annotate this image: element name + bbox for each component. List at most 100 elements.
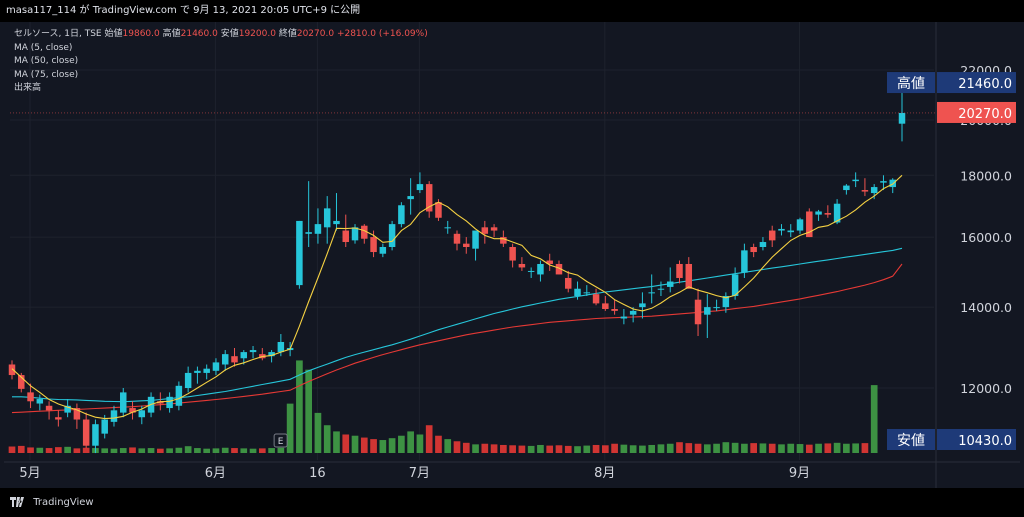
footer-brand[interactable]: TradingView [33, 497, 94, 508]
volume-bar [861, 443, 869, 453]
candle-body [138, 410, 146, 418]
candle [629, 307, 637, 323]
candle-body [240, 352, 248, 359]
time-axis: 5月 6月 16 7月 8月 9月 [4, 461, 1020, 481]
volume-bar [435, 435, 442, 453]
candle [129, 401, 136, 420]
tradingview-logo-icon[interactable] [10, 497, 26, 507]
volume-bar [45, 448, 53, 453]
candle-body [731, 274, 739, 297]
candle-body [370, 237, 377, 253]
candle [722, 292, 730, 313]
volume-bar [648, 444, 656, 453]
volume-bar [240, 448, 248, 453]
low-badge-label-bg [887, 429, 935, 450]
candle [666, 267, 674, 293]
candle [333, 193, 340, 231]
volume-bar [147, 448, 155, 453]
candlestick-chart[interactable]: 22000.018000.016000.014000.012000.020000… [4, 22, 1020, 488]
candle [268, 350, 275, 363]
candle [787, 224, 794, 238]
candle-body [129, 408, 136, 413]
candle-body [555, 263, 563, 275]
candle [314, 208, 322, 244]
volume-bar [101, 448, 109, 453]
volume-bar [750, 443, 758, 453]
candle-body [36, 399, 44, 404]
volume-bar [537, 444, 544, 453]
candle-body [759, 242, 767, 248]
candle [120, 388, 127, 418]
candle-body [407, 196, 414, 200]
candle-body [694, 299, 702, 325]
candle [546, 253, 553, 271]
candle [620, 309, 628, 325]
volume-bar [805, 444, 813, 453]
candle [212, 358, 220, 376]
volume-bar [175, 447, 183, 453]
time-tick-label: 9月 [789, 466, 810, 481]
candle-body [833, 203, 841, 223]
candle-body [92, 424, 99, 446]
candle-body [27, 392, 34, 402]
volume-bar [518, 445, 526, 453]
candle [639, 292, 646, 319]
candle-body [509, 247, 516, 261]
candle [45, 401, 53, 420]
candle [166, 392, 173, 413]
candle [351, 224, 359, 244]
volume-bar [500, 444, 507, 453]
grid [10, 22, 934, 460]
legend-indicator-volume[interactable]: 出来高 [14, 83, 42, 93]
volume-bar [564, 445, 572, 453]
candles [8, 83, 906, 454]
volume-bar [305, 369, 313, 453]
candle [36, 394, 44, 411]
legend-indicator-ma50[interactable]: MA (50, close) [14, 56, 79, 66]
earnings-marker-label: E [278, 437, 284, 447]
candle-body [648, 292, 655, 294]
publish-header: masa117_114 が TradingView.com で 9月 13, 2… [0, 0, 1024, 22]
candle [463, 237, 470, 254]
candle-body [416, 184, 424, 191]
candle-body [82, 419, 90, 446]
legend-indicator-ma5[interactable]: MA (5, close) [14, 42, 73, 53]
volume-bar [27, 447, 34, 453]
volume-bar [342, 434, 350, 453]
candle-body [64, 405, 71, 413]
high-badge-label: 高値 [897, 75, 925, 92]
volume-bar [416, 434, 424, 453]
candle-body [277, 341, 285, 353]
volume-bar [398, 435, 405, 453]
chart-area[interactable]: 22000.018000.016000.014000.012000.020000… [4, 22, 1020, 488]
candle [194, 366, 201, 384]
candle [694, 288, 702, 337]
close-badge-value: 20270.0 [958, 107, 1012, 122]
volume-bar [676, 442, 683, 453]
volume-bar [527, 445, 535, 453]
candle-body [639, 303, 646, 308]
candle-body [342, 230, 349, 243]
candle-body [713, 307, 720, 309]
candle-body [537, 263, 544, 275]
candle [833, 199, 841, 225]
candle [741, 243, 748, 278]
candle-body [806, 211, 813, 238]
candle [555, 260, 563, 275]
candle [750, 243, 757, 258]
candle-body [481, 227, 489, 234]
legend-indicator-ma75[interactable]: MA (75, close) [14, 69, 79, 80]
volume-bar [110, 448, 118, 453]
candle [82, 412, 90, 449]
candle-body [305, 232, 312, 234]
candle [221, 350, 229, 371]
candle-body [175, 385, 183, 406]
volume-bar [741, 443, 748, 453]
candle [824, 205, 832, 218]
candle-body [824, 213, 832, 215]
legend-low-label: 安値 [220, 29, 239, 39]
low-badge-value: 10430.0 [958, 434, 1012, 449]
candle [713, 299, 720, 311]
legend-close-label: 終値 [278, 29, 297, 39]
volume-bar [601, 445, 609, 453]
